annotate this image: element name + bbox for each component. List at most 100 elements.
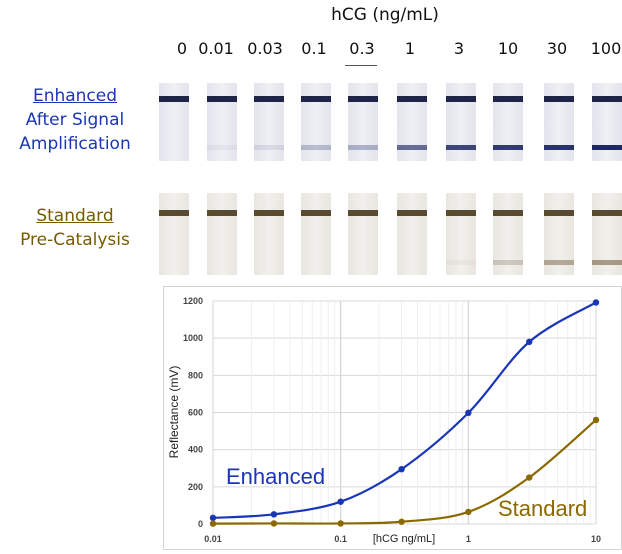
test-strip (207, 193, 237, 275)
x-tick-label: 1 (466, 534, 471, 544)
test-line (493, 260, 523, 265)
data-point-enhanced (270, 511, 278, 518)
concentration-label: 0.1 (301, 39, 327, 58)
reflectance-chart: 0 200 400 600 800 1000 1200 0.01 0.1 1 10 [hCG ng/m… (167, 296, 601, 545)
x-axis-label: [hCG ng/mL] (373, 533, 435, 545)
x-tick-label: 10 (591, 534, 601, 544)
enhanced-sublabel-2: Amplification (19, 134, 131, 154)
control-line (301, 210, 331, 216)
x-tick-label: 0.01 (204, 534, 222, 544)
concentration-label: 1 (404, 39, 416, 58)
concentration-label: 0.3 (349, 39, 375, 58)
test-line (207, 145, 237, 150)
test-strip (301, 193, 331, 275)
standard-row-label: Standard Pre-Catalysis (0, 204, 150, 252)
concentration-label: 3 (453, 39, 465, 58)
test-line (446, 260, 476, 265)
header-title: hCG (ng/mL) (331, 5, 439, 25)
data-point-standard (465, 508, 472, 516)
test-line (348, 145, 378, 150)
control-line (397, 96, 427, 102)
test-line (493, 145, 523, 150)
test-line (544, 145, 574, 150)
test-strip (493, 193, 523, 275)
y-axis-label: Reflectance (mV) (167, 366, 181, 459)
control-line (348, 96, 378, 102)
series-label-standard: Standard (498, 496, 587, 521)
control-line (207, 210, 237, 216)
concentration-label: 0.03 (247, 39, 283, 58)
label-underline (345, 65, 377, 66)
test-strip (544, 193, 574, 275)
test-strip (348, 193, 378, 275)
test-strip (493, 83, 523, 161)
test-strip (254, 83, 284, 161)
concentration-label: 30 (546, 39, 568, 58)
chart-frame: 0 200 400 600 800 1000 1200 0.01 0.1 1 10 [hCG ng/m… (163, 286, 622, 550)
y-tick-label: 600 (188, 408, 203, 418)
control-line (348, 210, 378, 216)
y-tick-label: 0 (198, 519, 203, 529)
control-line (446, 96, 476, 102)
concentration-label: 10 (497, 39, 519, 58)
data-point-standard (398, 518, 405, 525)
control-line (544, 96, 574, 102)
data-point-enhanced (526, 338, 533, 346)
control-line (493, 210, 523, 216)
control-line (493, 96, 523, 102)
test-strip (397, 83, 427, 161)
enhanced-label: Enhanced (32, 86, 118, 106)
control-line (301, 96, 331, 102)
control-line (207, 96, 237, 102)
test-strip (592, 193, 622, 275)
concentration-label: 100 (590, 39, 622, 58)
control-line (544, 210, 574, 216)
concentration-label: 0.01 (198, 39, 234, 58)
test-line (301, 145, 331, 150)
standard-label: Standard (36, 206, 114, 226)
data-point-enhanced (398, 465, 405, 473)
control-line (592, 210, 622, 216)
test-strip (397, 193, 427, 275)
data-point-standard (209, 520, 217, 527)
y-tick-label: 1200 (183, 296, 203, 306)
control-line (592, 96, 622, 102)
x-tick-label: 0.1 (334, 534, 347, 544)
data-point-standard (270, 520, 278, 527)
data-point-enhanced (465, 409, 472, 417)
data-point-enhanced (209, 514, 217, 522)
enhanced-row-label: Enhanced After Signal Amplification (0, 84, 150, 156)
data-point-standard (592, 416, 600, 424)
series-label-enhanced: Enhanced (226, 464, 325, 489)
control-line (254, 210, 284, 216)
enhanced-sublabel-1: After Signal (25, 110, 125, 130)
standard-sublabel: Pre-Catalysis (20, 230, 130, 250)
data-point-standard (337, 520, 344, 527)
control-line (446, 210, 476, 216)
test-strip (592, 83, 622, 161)
test-strip (301, 83, 331, 161)
y-tick-label: 1000 (183, 333, 203, 343)
test-line (446, 145, 476, 150)
test-line (254, 145, 284, 150)
test-strip (446, 193, 476, 275)
test-line (544, 260, 574, 265)
test-line (592, 260, 622, 265)
control-line (397, 210, 427, 216)
control-line (254, 96, 284, 102)
control-line (159, 210, 189, 216)
y-tick-label: 800 (188, 370, 203, 380)
y-tick-label: 400 (188, 445, 203, 455)
test-strip (348, 83, 378, 161)
test-line (397, 145, 427, 150)
test-strip (254, 193, 284, 275)
data-point-enhanced (592, 299, 600, 306)
test-strip (159, 193, 189, 275)
test-strip (207, 83, 237, 161)
test-line (592, 145, 622, 150)
data-point-enhanced (337, 498, 344, 505)
test-strip (544, 83, 574, 161)
control-line (159, 96, 189, 102)
data-point-standard (526, 474, 533, 481)
test-strip (159, 83, 189, 161)
